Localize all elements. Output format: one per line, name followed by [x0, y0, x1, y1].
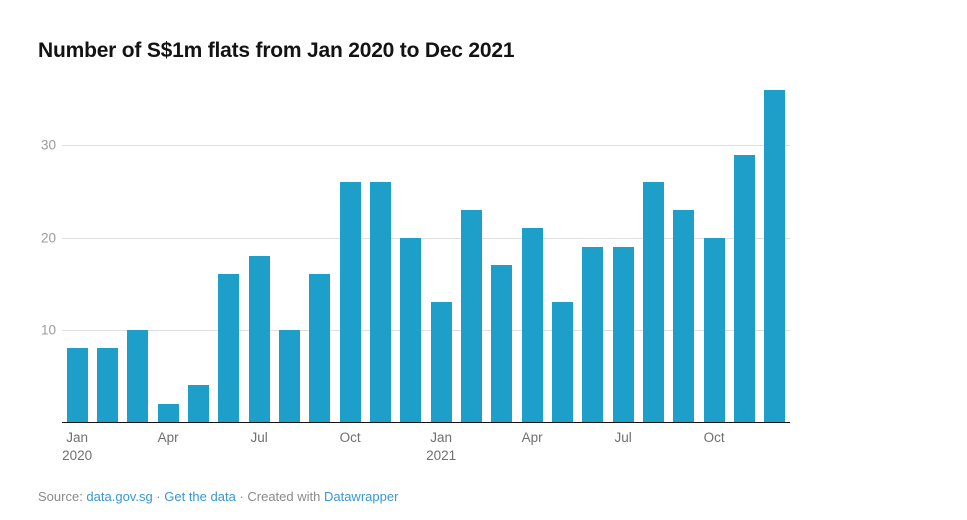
source-label: Source:	[38, 489, 87, 504]
bar-may-2021[interactable]	[552, 302, 573, 422]
bar-sep-2020[interactable]	[309, 274, 331, 422]
bar-mar-2021[interactable]	[491, 265, 513, 422]
y-tick-label-10: 10	[40, 322, 56, 338]
bar-nov-2021[interactable]	[734, 154, 755, 422]
x-tick-label-oct: Oct	[339, 430, 361, 445]
bar-oct-2020[interactable]	[339, 182, 361, 422]
bar-feb-2021[interactable]	[461, 209, 482, 422]
get-the-data-link[interactable]: Get the data	[164, 489, 236, 504]
bar-jun-2021[interactable]	[582, 246, 604, 422]
separator-dot: ·	[235, 489, 248, 504]
bar-may-2020[interactable]	[188, 385, 209, 422]
bar-sep-2021[interactable]	[673, 209, 695, 422]
bar-apr-2020[interactable]	[157, 403, 179, 422]
bar-aug-2020[interactable]	[279, 329, 300, 422]
y-tick-label-20: 20	[40, 230, 56, 246]
chart-footer: Source: data.gov.sg · Get the data · Cre…	[38, 489, 398, 504]
x-tick-label-jul: Jul	[614, 430, 632, 445]
datawrapper-link[interactable]: Datawrapper	[323, 489, 399, 504]
y-tick-label-30: 30	[40, 137, 56, 153]
gridline-10	[62, 329, 790, 331]
bar-feb-2020[interactable]	[97, 348, 118, 422]
bar-jan-2021[interactable]	[430, 302, 452, 422]
x-tick-label-jul: Jul	[250, 430, 268, 445]
chart-title: Number of S$1m flats from Jan 2020 to De…	[38, 39, 515, 63]
x-tick-label-apr: Apr	[157, 430, 179, 445]
x-tick-label-jan-2020: Jan 2020	[62, 430, 93, 463]
separator-dot: ·	[152, 489, 165, 504]
bar-jun-2020[interactable]	[218, 274, 240, 422]
source-link[interactable]: data.gov.sg	[86, 489, 153, 504]
bar-aug-2021[interactable]	[643, 182, 664, 422]
bar-dec-2020[interactable]	[400, 237, 422, 422]
bar-jul-2020[interactable]	[248, 256, 270, 422]
bar-nov-2020[interactable]	[370, 182, 391, 422]
bar-jul-2021[interactable]	[612, 246, 634, 422]
bar-dec-2021[interactable]	[764, 90, 786, 422]
bar-jan-2020[interactable]	[66, 348, 88, 422]
bar-apr-2021[interactable]	[521, 228, 543, 422]
x-tick-label-oct: Oct	[703, 430, 725, 445]
bar-mar-2020[interactable]	[127, 329, 149, 422]
gridline-30	[62, 145, 790, 147]
x-tick-label-apr: Apr	[521, 430, 543, 445]
created-with-label: Created with	[247, 489, 324, 504]
x-tick-label-jan-2021: Jan 2021	[426, 430, 457, 463]
bar-oct-2021[interactable]	[703, 237, 725, 422]
x-axis-line	[62, 422, 790, 423]
gridline-20	[62, 237, 790, 239]
